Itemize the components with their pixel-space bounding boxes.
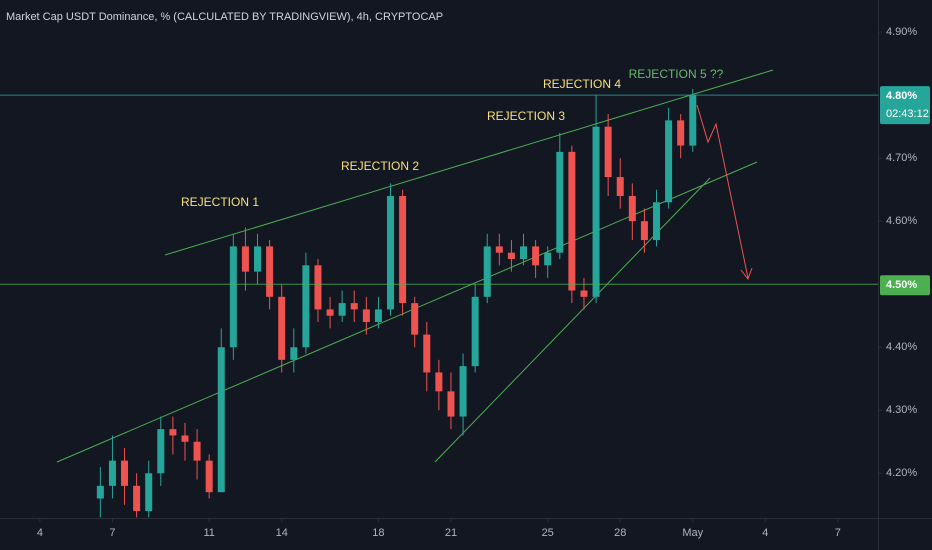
x-tick-label: 4 xyxy=(37,527,43,539)
y-tick-label: 4.40% xyxy=(886,341,917,353)
candle-body xyxy=(495,246,503,253)
candle-body xyxy=(362,309,370,323)
x-tick-label: 7 xyxy=(835,527,841,539)
candle-body xyxy=(350,303,358,310)
candle-body xyxy=(133,485,141,512)
candles xyxy=(96,88,697,518)
drawings xyxy=(56,69,774,463)
x-tick-label: 14 xyxy=(276,527,288,539)
candle-body xyxy=(338,303,346,316)
annotation: REJECTION 5 ?? xyxy=(629,67,724,81)
candle-body xyxy=(217,347,225,493)
candle-body xyxy=(677,120,685,146)
x-tick-label: 4 xyxy=(762,527,768,539)
candle-body xyxy=(544,252,552,266)
candle-body xyxy=(254,246,262,272)
candle-body xyxy=(157,429,165,474)
x-tick-label: 11 xyxy=(203,527,214,539)
candle-body xyxy=(108,460,116,486)
candle-body xyxy=(387,195,395,310)
candle-body xyxy=(459,366,467,417)
candle-body xyxy=(556,151,564,253)
y-tick-label: 4.60% xyxy=(886,215,917,227)
projection-arrow xyxy=(696,104,749,279)
y-tick-label: 4.30% xyxy=(886,404,917,416)
price-label-box xyxy=(880,86,930,125)
candle-body xyxy=(665,120,673,203)
candle-body xyxy=(592,126,600,297)
candle-body xyxy=(278,296,286,360)
candle-body xyxy=(229,246,237,348)
candle-body xyxy=(314,265,322,310)
y-tick-label: 4.90% xyxy=(886,26,917,38)
candle-body xyxy=(568,151,576,291)
upper-trend-line xyxy=(164,69,774,256)
candle-body xyxy=(302,265,310,348)
candle-body xyxy=(399,195,407,304)
candle-body xyxy=(423,334,431,373)
price-label-box xyxy=(880,275,930,296)
x-tick-label: 7 xyxy=(109,527,115,539)
y-tick-label: 4.20% xyxy=(886,467,917,479)
price-countdown: 02:43:12 xyxy=(886,108,929,120)
candle-body xyxy=(507,252,515,259)
lower-trend-line xyxy=(56,161,758,463)
candle-body xyxy=(628,195,636,222)
candle-body xyxy=(447,391,455,417)
candle-body xyxy=(483,246,491,297)
candle-body xyxy=(145,473,153,512)
annotation: REJECTION 1 xyxy=(181,195,259,209)
x-tick-label: 18 xyxy=(372,527,384,539)
x-tick-label: 25 xyxy=(542,527,554,539)
x-tick-label: 28 xyxy=(614,527,626,539)
candle-body xyxy=(471,296,479,367)
price-label: 4.80% xyxy=(886,90,917,102)
candle-body xyxy=(411,303,419,335)
candle-body xyxy=(266,246,274,297)
candle-body xyxy=(640,221,648,241)
x-tick-label: May xyxy=(682,527,703,539)
candle-body xyxy=(121,460,129,486)
price-label: 4.50% xyxy=(886,279,917,291)
candle-body xyxy=(604,126,612,178)
candle-body xyxy=(532,246,540,266)
y-tick-label: 4.70% xyxy=(886,152,917,164)
chart-title: Market Cap USDT Dominance, % (CALCULATED… xyxy=(6,11,443,23)
annotation: REJECTION 2 xyxy=(341,159,419,173)
steep-trend-line xyxy=(434,177,711,463)
candle-body xyxy=(580,290,588,297)
candle-body xyxy=(326,309,334,316)
candle-body xyxy=(653,202,661,241)
candle-body xyxy=(96,485,104,499)
candle-body xyxy=(169,429,177,436)
x-tick-label: 21 xyxy=(445,527,457,539)
candle-body xyxy=(290,347,298,360)
candle-body xyxy=(181,435,189,442)
candle-body xyxy=(520,246,528,259)
candle-body xyxy=(616,177,624,196)
candle-body xyxy=(689,95,697,146)
annotation: REJECTION 4 xyxy=(543,77,621,91)
arrow-head xyxy=(740,267,753,281)
candle-body xyxy=(435,372,443,392)
candle-body xyxy=(205,460,213,493)
candle-body xyxy=(241,246,249,272)
candle-body xyxy=(193,441,201,461)
candle-body xyxy=(374,309,382,323)
annotation: REJECTION 3 xyxy=(487,109,565,123)
